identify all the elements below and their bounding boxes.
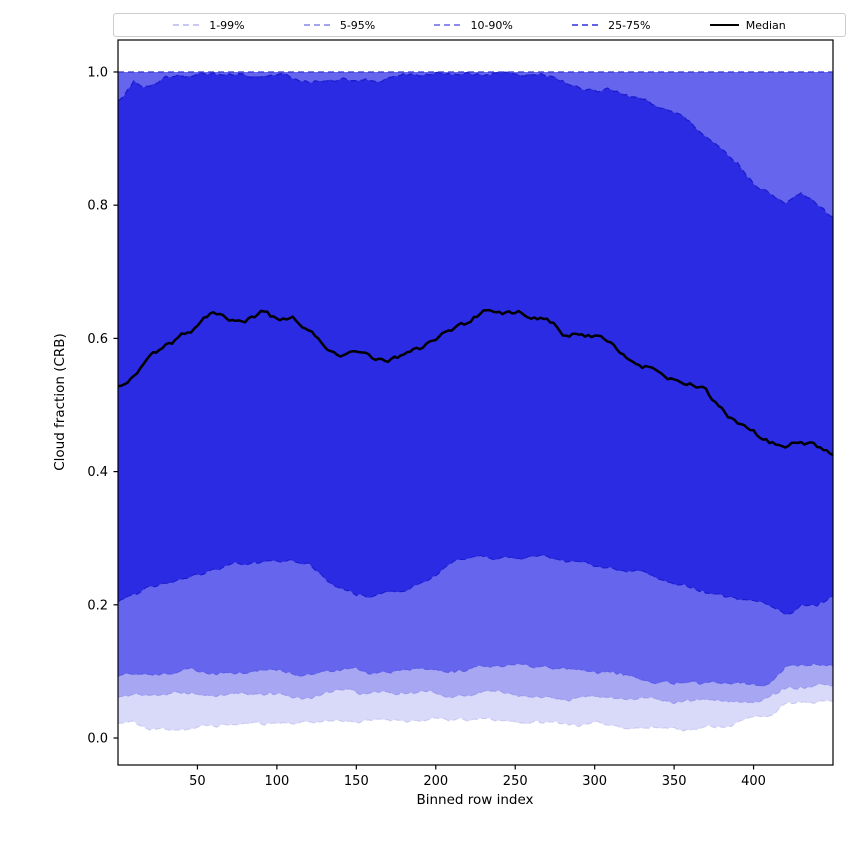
x-tick-label: 250 (503, 774, 528, 789)
x-tick-label: 400 (741, 774, 766, 789)
band-upper-edge-25-75% (117, 71, 834, 218)
axis-ticks: 50 100 150 200 250 300 350 400 0.0 0.2 0.4 0.6 0.8 1.… (87, 65, 766, 789)
legend-line-sample-10-90 (434, 24, 464, 26)
legend-item-5-95: 5-95% (303, 18, 376, 32)
band-lower-edge-10-90% (117, 663, 834, 688)
legend-line-sample-25-75 (572, 24, 602, 26)
x-tick-label: 350 (662, 774, 687, 789)
percentile-bands (118, 72, 833, 731)
legend-label: Median (745, 18, 786, 32)
median-line (117, 308, 834, 457)
y-tick-label: 0.4 (87, 465, 108, 480)
median-path (117, 308, 834, 457)
band-fill-25-75% (118, 72, 833, 615)
legend-item-1-99: 1-99% (173, 18, 245, 32)
y-tick-label: 0.2 (87, 598, 108, 613)
x-tick-label: 50 (189, 774, 206, 789)
legend-item-10-90: 10-90% (434, 18, 513, 32)
x-tick-label: 150 (344, 774, 369, 789)
band-lower-edge-1-99% (117, 700, 834, 732)
legend-line-sample-median (709, 23, 739, 27)
y-axis-label: Cloud fraction (CRB) (52, 333, 68, 471)
legend-item-median: Median (709, 18, 786, 32)
legend-line-sample-1-99 (173, 24, 203, 26)
y-tick-label: 0.6 (87, 332, 108, 347)
chart-legend: 1-99% 5-95% 10-90% 25-75% Median (113, 13, 846, 37)
band-lower-edge-25-75% (117, 554, 834, 616)
y-tick-label: 0.0 (87, 732, 108, 747)
y-tick-label: 1.0 (87, 65, 108, 80)
x-tick-label: 200 (423, 774, 448, 789)
legend-label: 5-95% (339, 18, 376, 32)
legend-label: 25-75% (608, 18, 651, 32)
legend-label: 1-99% (209, 18, 245, 32)
band-edge-lines (117, 71, 834, 732)
x-axis-label: Binned row index (416, 792, 533, 808)
y-tick-label: 0.8 (87, 199, 108, 214)
legend-label: 10-90% (470, 18, 513, 32)
band-lower-edge-5-95% (117, 683, 834, 705)
x-tick-label: 300 (582, 774, 607, 789)
legend-item-25-75: 25-75% (572, 18, 651, 32)
plot-border (117, 39, 834, 766)
axes-frame (117, 39, 834, 766)
x-tick-label: 100 (264, 774, 289, 789)
legend-line-sample-5-95 (303, 24, 333, 26)
